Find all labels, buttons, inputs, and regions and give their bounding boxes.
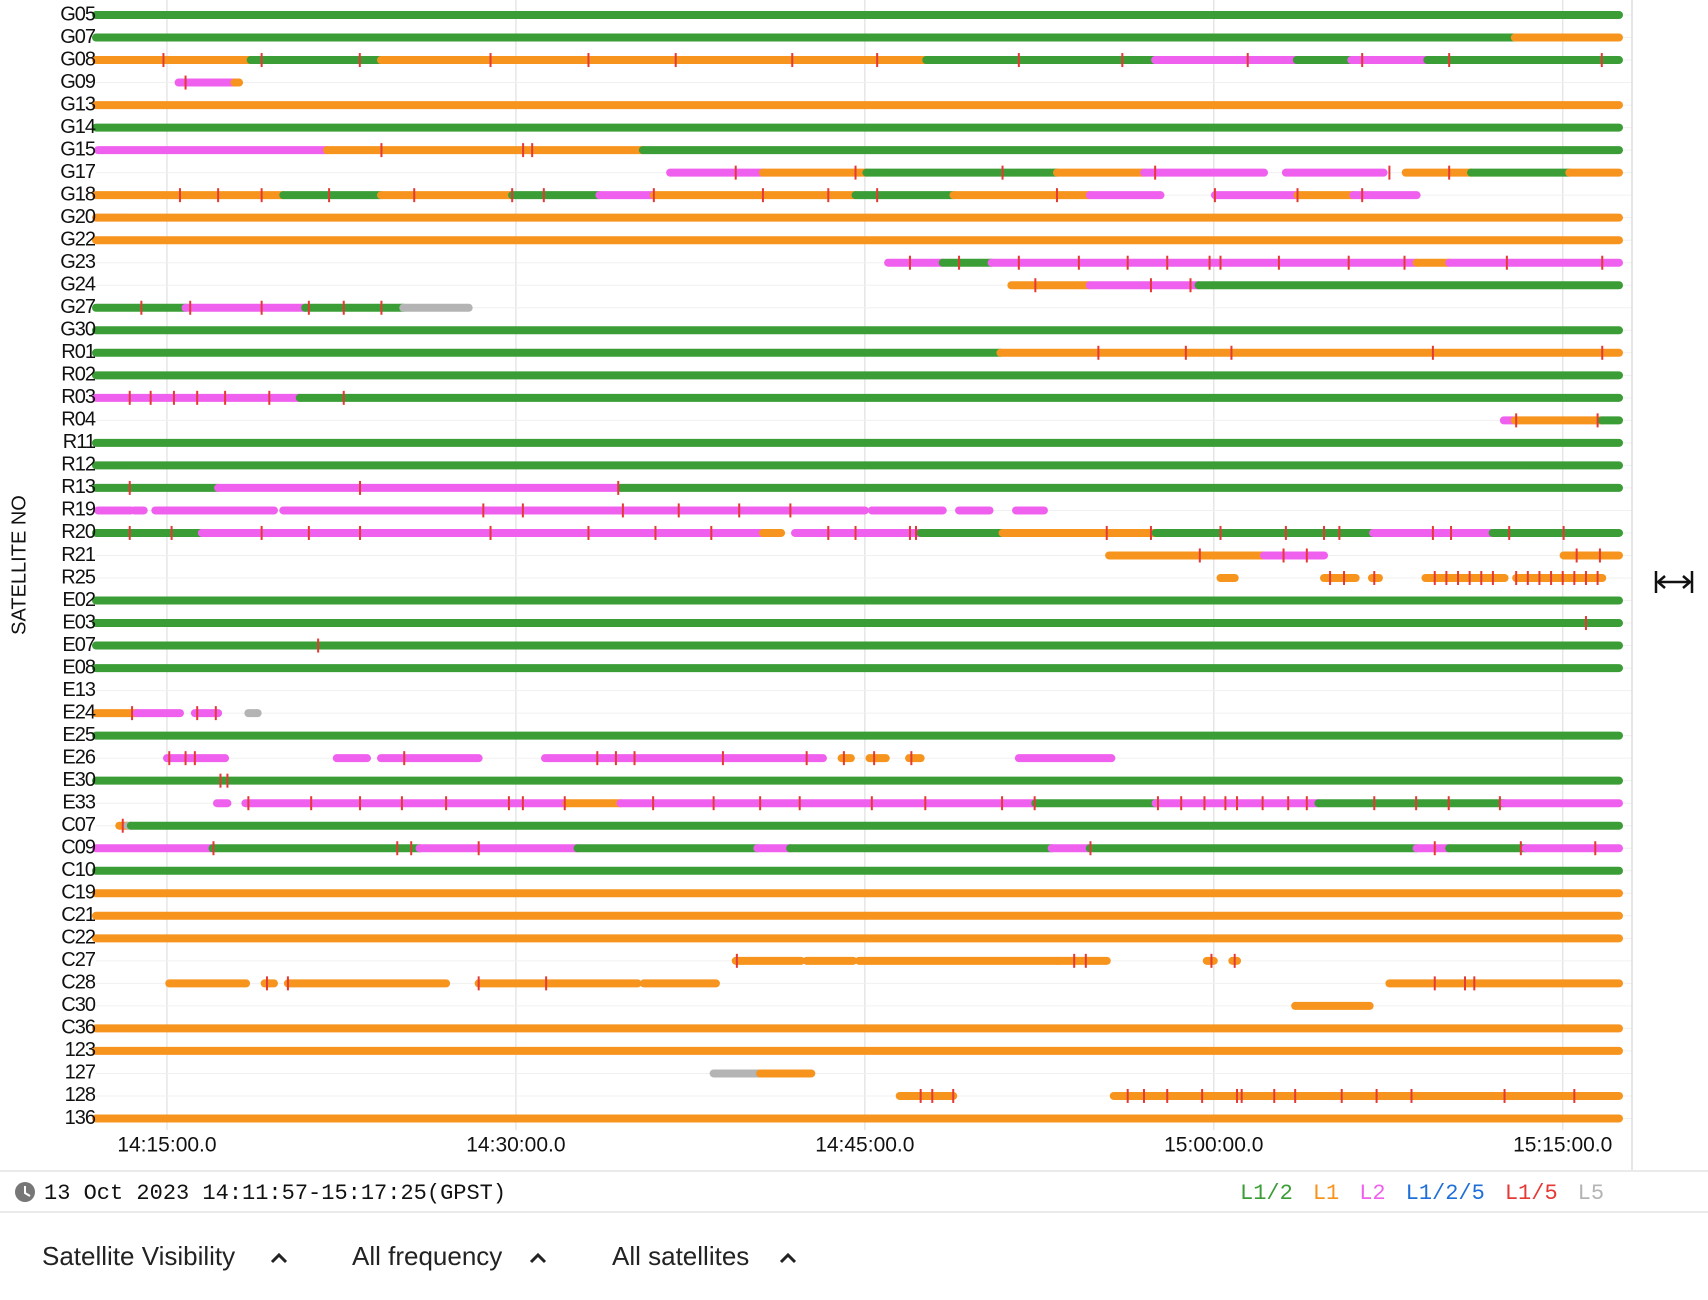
time-range: 13 Oct 2023 14:11:57-15:17:25(GPST) [44,1181,506,1206]
y-tick-label: E13 [62,679,95,701]
y-tick-label: E07 [62,634,95,656]
y-tick-label: E02 [62,589,95,611]
y-tick-label: 127 [65,1062,96,1084]
y-tick-label: G13 [60,93,96,115]
zoom-icon-head [1656,575,1666,589]
y-tick-label: 128 [65,1084,96,1106]
y-tick-label: G24 [60,274,96,296]
control-button[interactable]: All satellites [612,1241,749,1271]
x-tick-label: 15:15:00.0 [1513,1134,1612,1157]
x-tick-label: 14:15:00.0 [117,1134,216,1157]
y-axis-label: SATELLITE NO [8,495,30,635]
chevron[interactable] [779,1252,797,1264]
y-tick-label: R02 [61,364,96,386]
y-tick-label: E26 [62,746,95,768]
y-tick-label: R04 [61,409,96,431]
y-tick-label: C22 [61,927,96,949]
clock-hands [24,1186,31,1197]
legend-entry: L1/2 [1240,1181,1293,1206]
y-tick-label: R21 [61,544,96,566]
y-tick-label: E08 [62,656,95,678]
y-tick-label: G15 [60,138,96,160]
y-tick-label: C27 [61,949,96,971]
rows [92,11,1623,1123]
y-tick-label: E30 [62,769,95,791]
y-tick-label: R03 [61,386,96,408]
x-tick-label: 14:45:00.0 [815,1134,914,1157]
y-tick-label: R12 [61,454,96,476]
y-tick-label: C09 [61,837,96,859]
y-tick-label: G08 [60,48,96,70]
control-button[interactable]: All frequency [352,1241,502,1271]
legend-entry: L2 [1359,1181,1385,1206]
y-tick-label: 123 [65,1039,96,1061]
y-tick-label: C21 [61,904,96,926]
y-tick-label: C10 [61,859,96,881]
legend-entry: L1 [1313,1181,1339,1206]
chevron[interactable] [270,1252,288,1264]
zoom-icon[interactable] [1654,571,1694,593]
y-tick-label: G17 [60,161,96,183]
legend-entry: L1/5 [1505,1181,1558,1206]
y-tick-label: R11 [63,431,96,453]
y-tick-label: G05 [60,3,96,25]
y-tick-label: E03 [62,611,95,633]
y-tick-label: E24 [62,701,95,723]
y-tick-label: G30 [60,319,96,341]
y-tick-label: R25 [61,566,96,588]
y-tick-label: G07 [60,26,96,48]
y-tick-label: C28 [61,972,96,994]
y-tick-label: R19 [61,499,96,521]
y-tick-label: G18 [60,183,96,205]
legend: L1/2 L1 L2 L1/2/5 L1/5 L5 [1240,1181,1604,1206]
y-tick-label: 136 [65,1107,96,1129]
x-tick-label: 14:30:00.0 [466,1134,565,1157]
y-tick-label: E25 [62,724,95,746]
y-tick-label: C30 [61,994,96,1016]
chevron[interactable] [529,1252,547,1264]
y-tick-label: G23 [60,251,96,273]
y-tick-label: R20 [61,521,96,543]
y-tick-label: G20 [60,206,96,228]
y-tick-label: C36 [61,1017,96,1039]
y-tick-label: R01 [61,341,96,363]
legend-entry: L1/2/5 [1406,1181,1485,1206]
x-tick-label: 15:00:00.0 [1164,1134,1263,1157]
y-tick-label: C19 [61,882,96,904]
clock-icon [15,1182,35,1202]
y-tick-label: C07 [61,814,96,836]
legend-entry: L5 [1578,1181,1604,1206]
y-tick-label: R13 [61,476,96,498]
y-tick-label: G22 [60,228,96,250]
y-tick-label: G14 [60,116,96,138]
zoom-icon-head [1682,575,1692,589]
y-tick-label: E33 [62,791,95,813]
y-tick-label: G09 [60,71,96,93]
y-tick-label: G27 [60,296,96,318]
control-button[interactable]: Satellite Visibility [42,1241,235,1271]
